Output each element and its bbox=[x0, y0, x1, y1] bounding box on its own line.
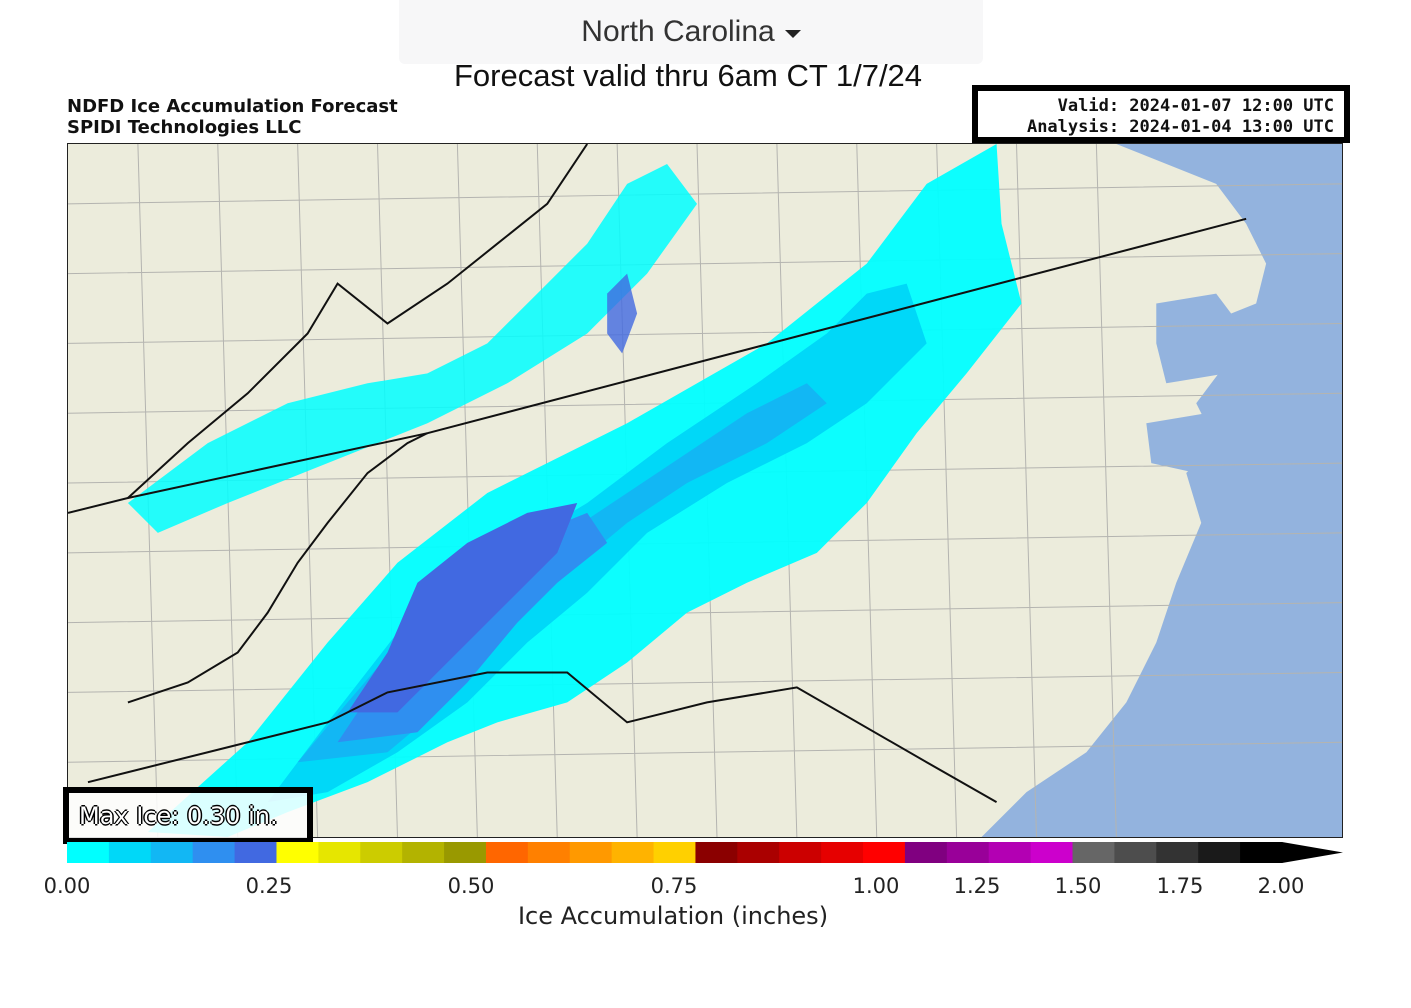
colorbar-tick: 1.75 bbox=[1156, 874, 1204, 898]
colorbar-segment bbox=[318, 842, 361, 863]
colorbar-label: Ice Accumulation (inches) bbox=[517, 902, 829, 930]
colorbar-segment bbox=[695, 842, 738, 863]
colorbar-segment bbox=[276, 842, 319, 863]
colorbar-tick: 2.00 bbox=[1257, 874, 1305, 898]
valid-time-box: Valid: 2024-01-07 12:00 UTC Analysis: 20… bbox=[972, 85, 1350, 143]
colorbar-tick: 1.50 bbox=[1054, 874, 1102, 898]
figure-title: NDFD Ice Accumulation Forecast SPIDI Tec… bbox=[67, 96, 398, 138]
colorbar-segment bbox=[1114, 842, 1157, 863]
colorbar-tick: 0.00 bbox=[43, 874, 91, 898]
state-selector-label: North Carolina bbox=[581, 15, 775, 48]
colorbar-segment bbox=[444, 842, 487, 863]
colorbar-segment bbox=[1198, 842, 1241, 863]
colorbar-segment bbox=[946, 842, 990, 863]
colorbar-segment bbox=[737, 842, 780, 863]
ocean bbox=[981, 144, 1342, 837]
colorbar-segment bbox=[821, 842, 864, 863]
colorbar-segment bbox=[67, 842, 110, 863]
state-selector-dropdown[interactable]: North Carolina bbox=[399, 0, 983, 64]
colorbar-segment bbox=[611, 842, 655, 863]
ice-accumulation-map bbox=[67, 143, 1343, 838]
colorbar-segment bbox=[863, 842, 906, 863]
colorbar-segment bbox=[485, 842, 529, 863]
analysis-time: Analysis: 2024-01-04 13:00 UTC bbox=[1026, 117, 1334, 137]
colorbar-segment bbox=[527, 842, 571, 863]
colorbar-segment bbox=[904, 842, 948, 863]
colorbar-tick: 0.50 bbox=[447, 874, 495, 898]
colorbar-segment bbox=[192, 842, 236, 863]
colorbar-tick: 0.25 bbox=[245, 874, 293, 898]
colorbar-segment bbox=[653, 842, 696, 863]
colorbar-segment bbox=[150, 842, 194, 863]
colorbar-segment bbox=[988, 842, 1032, 863]
caret-down-icon bbox=[784, 30, 801, 38]
state-lines bbox=[68, 144, 1247, 803]
colorbar-segment bbox=[402, 842, 445, 863]
colorbar-segment bbox=[234, 842, 277, 863]
colorbar-segment bbox=[1240, 842, 1283, 863]
valid-time: Valid: 2024-01-07 12:00 UTC bbox=[1057, 96, 1334, 116]
colorbar-tick: 1.25 bbox=[953, 874, 1001, 898]
colorbar-tick: 1.00 bbox=[852, 874, 900, 898]
colorbar-segment bbox=[108, 842, 152, 863]
sound bbox=[1146, 413, 1237, 474]
colorbar-segment bbox=[779, 842, 822, 863]
figure-title-line2: SPIDI Technologies LLC bbox=[67, 117, 302, 138]
figure-title-line1: NDFD Ice Accumulation Forecast bbox=[67, 96, 398, 117]
forecast-subtitle: Forecast valid thru 6am CT 1/7/24 bbox=[453, 58, 923, 93]
colorbar-extend-arrow bbox=[1282, 842, 1343, 863]
max-ice-box: Max Ice: 0.30 in. bbox=[63, 787, 313, 844]
colorbar bbox=[67, 842, 1343, 863]
colorbar-segment bbox=[1030, 842, 1074, 863]
colorbar-segment bbox=[1156, 842, 1199, 863]
colorbar-segment bbox=[569, 842, 613, 863]
colorbar-tick: 0.75 bbox=[650, 874, 698, 898]
colorbar-segment bbox=[360, 842, 403, 863]
sound bbox=[1156, 293, 1247, 384]
ice-contours bbox=[127, 144, 1022, 837]
colorbar-segment bbox=[1072, 842, 1115, 863]
